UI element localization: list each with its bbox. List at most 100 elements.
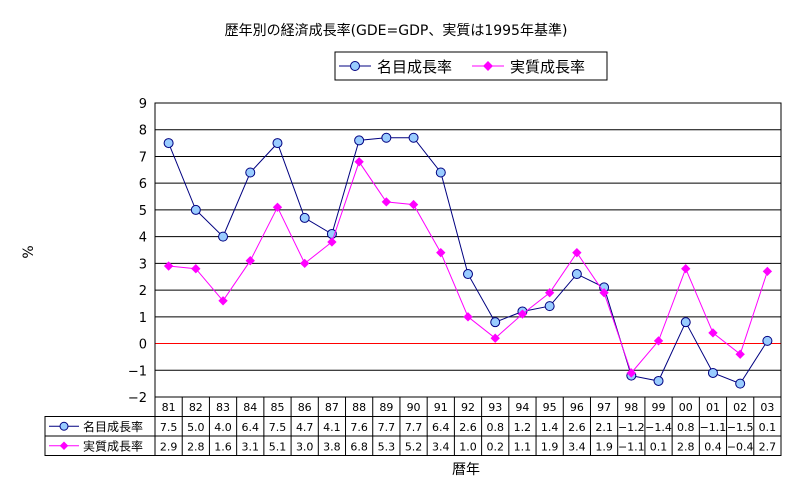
data-point-real	[272, 202, 283, 212]
x-axis-label: 暦年	[452, 462, 480, 478]
data-label: 6.4	[432, 421, 450, 434]
data-label: 5.1	[269, 440, 287, 453]
chart-title: 歴年別の経済成長率(GDE=GDP、実質は1995年基準)	[225, 22, 568, 39]
data-label: 7.5	[269, 421, 287, 434]
legend-label-nominal: 名目成長率	[377, 58, 452, 76]
data-point-real	[517, 309, 528, 319]
data-point-nominal	[707, 367, 718, 378]
data-label: 2.8	[677, 440, 695, 453]
data-label: 4.0	[214, 421, 232, 434]
x-tick-label: 00	[679, 401, 693, 414]
x-tick-label: 89	[379, 401, 393, 414]
data-label: 0.1	[759, 421, 777, 434]
x-tick-label: 82	[189, 401, 203, 414]
data-point-real	[436, 248, 446, 258]
data-label: 2.7	[759, 440, 777, 453]
x-tick-label: 91	[434, 401, 448, 414]
data-point-nominal	[272, 138, 283, 149]
data-label: −1.1	[700, 421, 727, 434]
data-label: 7.6	[350, 421, 368, 434]
legend-marker-nominal	[350, 61, 360, 71]
data-point-nominal	[218, 231, 229, 242]
x-tick-label: 93	[488, 401, 502, 414]
data-point-real	[735, 349, 745, 359]
x-tick-label: 84	[243, 401, 257, 414]
data-label: 3.8	[323, 440, 341, 453]
data-label: 2.6	[459, 421, 477, 434]
table-legend-marker	[59, 441, 69, 450]
y-tick-label: 3	[139, 257, 147, 272]
plot-background	[155, 103, 781, 397]
data-point-nominal	[190, 204, 201, 215]
data-label: 2.1	[595, 421, 613, 434]
y-tick-label: 7	[139, 150, 147, 165]
data-label: −1.5	[727, 421, 754, 434]
data-point-real	[708, 328, 718, 338]
data-point-nominal	[762, 335, 773, 346]
data-label: 4.7	[296, 421, 314, 434]
x-tick-label: 98	[624, 401, 638, 414]
legend-box	[334, 51, 608, 81]
x-tick-label: 02	[733, 401, 747, 414]
y-tick-label: −1	[128, 364, 147, 379]
data-point-nominal	[381, 132, 392, 143]
data-point-nominal	[408, 132, 419, 143]
data-label: 3.4	[568, 440, 586, 453]
x-tick-label: 85	[270, 401, 284, 414]
y-tick-label: 1	[139, 311, 147, 326]
data-point-real	[681, 264, 691, 274]
data-label: 1.9	[595, 440, 613, 453]
y-axis-label: %	[21, 245, 37, 258]
y-tick-label: 6	[139, 177, 147, 192]
data-label: −0.4	[727, 440, 754, 453]
data-point-nominal	[571, 269, 582, 280]
y-tick-label: 0	[139, 338, 147, 353]
data-point-nominal	[490, 317, 501, 328]
x-tick-label: 97	[597, 401, 611, 414]
data-label: 2.6	[568, 421, 586, 434]
x-tick-label: 01	[706, 401, 720, 414]
x-tick-label: 86	[298, 401, 312, 414]
data-point-real	[381, 197, 392, 207]
data-point-nominal	[163, 138, 174, 149]
data-label: 4.1	[323, 421, 341, 434]
data-label: 0.8	[677, 421, 695, 434]
x-tick-label: 95	[543, 401, 557, 414]
data-label: 5.0	[187, 421, 205, 434]
x-tick-label: 87	[325, 401, 339, 414]
data-label: 3.1	[242, 440, 260, 453]
data-point-real	[327, 237, 337, 247]
legend-label-real: 実質成長率	[510, 58, 585, 76]
data-label: 6.8	[350, 440, 368, 453]
data-point-real	[463, 312, 473, 322]
data-point-nominal	[544, 301, 555, 312]
data-point-real	[572, 248, 582, 258]
data-label: 3.0	[296, 440, 314, 453]
data-label: 7.7	[405, 421, 423, 434]
data-label: 1.2	[514, 421, 532, 434]
table-series-name: 実質成長率	[83, 438, 143, 453]
x-tick-label: 90	[407, 401, 421, 414]
x-tick-label: 81	[162, 401, 176, 414]
y-tick-label: 2	[139, 284, 147, 299]
y-tick-label: 5	[139, 204, 147, 219]
data-label: 1.0	[459, 440, 477, 453]
y-tick-label: 9	[139, 97, 147, 112]
x-tick-label: 88	[352, 401, 366, 414]
data-point-nominal	[735, 378, 746, 389]
y-tick-label: 8	[139, 124, 147, 139]
data-point-nominal	[245, 167, 256, 178]
data-label: 6.4	[242, 421, 260, 434]
data-label: 0.4	[704, 440, 722, 453]
data-label: 0.2	[486, 440, 504, 453]
data-label: 7.5	[160, 421, 178, 434]
data-label: 2.8	[187, 440, 205, 453]
data-label: 0.1	[650, 440, 668, 453]
table-legend-marker	[59, 421, 69, 431]
data-label: 0.8	[486, 421, 504, 434]
data-point-real	[599, 288, 609, 298]
legend: 名目成長率 実質成長率	[334, 51, 608, 81]
table-series-name: 名目成長率	[83, 419, 143, 434]
data-point-real	[191, 264, 201, 274]
data-label: 3.4	[432, 440, 450, 453]
